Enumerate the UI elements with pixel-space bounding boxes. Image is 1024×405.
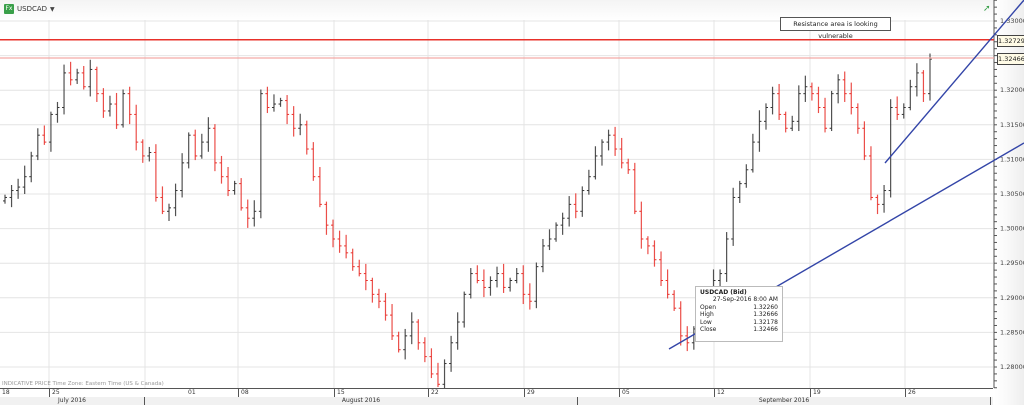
svg-text:1.31500: 1.31500 <box>1000 121 1024 129</box>
date-tick: 05 <box>619 389 630 397</box>
tooltip-title: USDCAD (Bid) <box>700 289 747 296</box>
symbol-label: USDCAD <box>17 5 48 13</box>
svg-text:1.33000: 1.33000 <box>1000 17 1024 25</box>
symbol-selector[interactable]: Fx USDCAD ▼ <box>4 4 55 14</box>
svg-text:1.30000: 1.30000 <box>1000 225 1024 233</box>
date-tick: 25 <box>49 389 60 397</box>
date-tick: 26 <box>905 389 916 397</box>
tooltip-row-high: High 1.32666 <box>700 311 778 319</box>
date-tick: 08 <box>238 389 249 397</box>
price-axis[interactable] <box>994 0 1024 405</box>
date-tick: 01 <box>188 389 196 396</box>
svg-text:1.30500: 1.30500 <box>1000 190 1024 198</box>
annotation-label[interactable]: Resistance area is looking vulnerable <box>780 17 891 40</box>
month-label: September 2016 <box>578 397 991 405</box>
tooltip-row-close: Close 1.32466 <box>700 326 778 334</box>
ohlc-tooltip: USDCAD (Bid) 27-Sep-2016 8:00 AM Open 1.3… <box>695 286 783 342</box>
svg-text:1.28000: 1.28000 <box>1000 363 1024 371</box>
svg-text:1.31000: 1.31000 <box>1000 155 1024 163</box>
footer-note: INDICATIVE PRICE Time Zone: Eastern Time… <box>2 381 164 387</box>
tooltip-date: 27-Sep-2016 8:00 AM <box>712 296 778 303</box>
caret-down-icon[interactable]: ▼ <box>50 5 55 13</box>
svg-text:1.29000: 1.29000 <box>1000 294 1024 302</box>
tooltip-row-low: Low 1.32178 <box>700 318 778 326</box>
tooltip-row-open: Open 1.32260 <box>700 303 778 311</box>
svg-text:1.32000: 1.32000 <box>1000 86 1024 94</box>
fx-icon: Fx <box>4 4 14 14</box>
date-tick: 18 <box>2 389 10 396</box>
trend-up-icon[interactable]: ➚ <box>983 4 991 14</box>
date-tick: 29 <box>524 389 535 397</box>
date-tick: 15 <box>334 389 345 397</box>
resistance-price-tag: 1.32729 <box>997 35 1024 47</box>
last-price-tag: 1.32466 <box>997 53 1024 65</box>
date-tick: 22 <box>428 389 439 397</box>
month-axis: July 2016 August 2016 September 2016 <box>0 397 993 405</box>
month-label: July 2016 <box>0 397 145 405</box>
date-tick: 19 <box>810 389 821 397</box>
svg-text:1.28500: 1.28500 <box>1000 328 1024 336</box>
date-tick: 12 <box>714 389 725 397</box>
month-label: August 2016 <box>145 397 578 405</box>
svg-text:1.29500: 1.29500 <box>1000 259 1024 267</box>
chart-toolbar: Fx USDCAD ▼ <box>0 0 1024 20</box>
